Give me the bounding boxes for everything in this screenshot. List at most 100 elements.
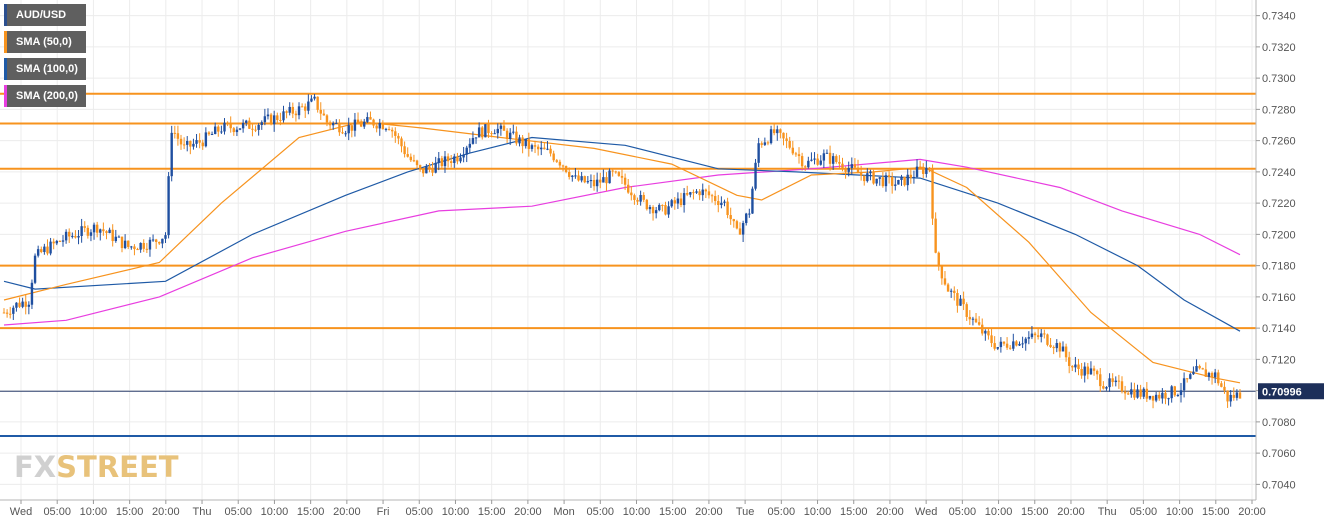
candle-body	[931, 168, 934, 219]
candle-body	[574, 175, 577, 177]
candle-body	[1083, 366, 1086, 376]
candle-body	[627, 184, 630, 193]
candle-body	[477, 127, 481, 138]
legend-swatch	[4, 31, 7, 53]
candle-body	[456, 156, 459, 162]
candle-body	[1170, 386, 1173, 399]
candle-body	[822, 153, 826, 161]
y-tick-label: 0.7180	[1262, 261, 1296, 273]
candle-body	[949, 290, 953, 292]
candle-body	[449, 161, 453, 163]
x-tick-label: 05:00	[1130, 506, 1158, 518]
candle-body	[1117, 380, 1121, 382]
candle-body	[1036, 335, 1040, 337]
legend-item[interactable]: SMA (200,0)	[4, 85, 86, 107]
candle-body	[310, 98, 313, 102]
legend-swatch	[4, 58, 7, 80]
candle-body	[791, 147, 795, 154]
x-tick-label: 05:00	[768, 506, 796, 518]
candle-body	[412, 160, 416, 162]
candle-body	[717, 201, 720, 206]
x-tick-label: 20:00	[333, 506, 361, 518]
candle-body	[956, 293, 959, 306]
candle-body	[595, 179, 599, 187]
legend-item[interactable]: AUD/USD	[4, 4, 86, 26]
candle-body	[912, 176, 916, 178]
candle-body	[729, 215, 732, 220]
candle-body	[599, 179, 602, 183]
candle-body	[682, 193, 686, 206]
candle-body	[825, 152, 829, 154]
candle-body	[546, 148, 549, 150]
candle-body	[1102, 386, 1105, 389]
candle-body	[1058, 343, 1062, 352]
candle-body	[61, 240, 65, 242]
candle-body	[279, 119, 282, 121]
x-tick-label: 10:00	[80, 506, 108, 518]
candle-body	[1105, 387, 1108, 389]
candle-body	[52, 241, 55, 244]
candle-body	[394, 131, 397, 136]
candle-body	[229, 123, 232, 129]
candle-body	[1046, 334, 1049, 345]
candle-body	[30, 282, 34, 305]
candle-body	[363, 121, 366, 127]
candle-body	[245, 120, 248, 123]
candle-body	[1198, 366, 1201, 369]
candle-body	[828, 152, 832, 164]
candle-body	[1167, 398, 1170, 400]
candle-body	[139, 242, 142, 250]
candle-body	[1139, 389, 1142, 397]
candle-body	[325, 115, 329, 123]
candle-body	[1173, 386, 1176, 396]
candle-body	[1161, 392, 1164, 399]
candle-body	[474, 137, 478, 139]
x-tick-label: Tue	[736, 506, 755, 518]
candle-body	[1012, 341, 1015, 349]
candle-body	[536, 146, 540, 150]
candle-body	[937, 252, 940, 267]
candle-body	[431, 168, 434, 173]
candle-body	[987, 330, 990, 336]
candle-body	[779, 129, 782, 133]
candle-body	[428, 166, 431, 169]
candle-body	[272, 115, 276, 125]
candle-body	[850, 164, 854, 168]
y-tick-label: 0.7260	[1262, 136, 1296, 148]
candle-body	[1151, 395, 1155, 401]
candle-body	[658, 204, 661, 211]
candle-body	[266, 114, 270, 117]
candle-body	[74, 235, 77, 238]
candle-body	[782, 132, 785, 139]
candle-body	[148, 239, 152, 250]
candle-body	[378, 123, 381, 129]
y-tick-label: 0.7160	[1262, 292, 1296, 304]
candle-body	[673, 200, 676, 204]
candle-body	[1018, 343, 1021, 346]
legend-item[interactable]: SMA (100,0)	[4, 58, 86, 80]
candle-body	[179, 138, 183, 145]
candle-body	[810, 159, 813, 161]
y-tick-label: 0.7220	[1262, 198, 1296, 210]
candle-body	[1074, 364, 1077, 368]
candle-body	[142, 242, 145, 249]
candle-body	[68, 231, 71, 237]
candle-body	[990, 335, 993, 344]
legend: AUD/USD SMA (50,0) SMA (100,0) SMA (200,0)	[4, 4, 86, 112]
candle-body	[1095, 370, 1099, 375]
candle-body	[1052, 347, 1055, 349]
candle-body	[527, 139, 531, 149]
candle-body	[859, 173, 863, 176]
x-tick-label: 10:00	[804, 506, 832, 518]
candle-body	[984, 330, 987, 334]
candle-body	[453, 156, 456, 163]
x-tick-label: Wed	[915, 506, 937, 518]
candle-body	[257, 124, 260, 130]
candle-body	[99, 229, 102, 233]
candle-body	[642, 194, 645, 200]
legend-label: AUD/USD	[16, 9, 67, 21]
legend-item[interactable]: SMA (50,0)	[4, 31, 86, 53]
candle-body	[77, 235, 80, 238]
candle-body	[18, 302, 21, 307]
